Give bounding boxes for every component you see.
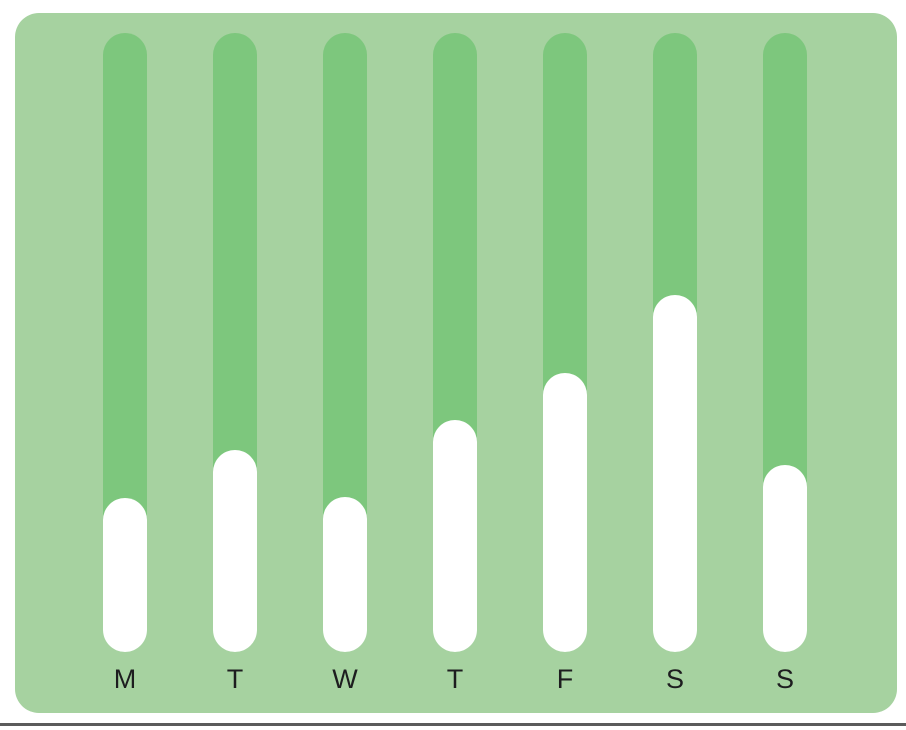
day-track [323,33,367,652]
day-label: T [226,664,244,694]
day-label: W [332,664,358,694]
day-label: T [446,664,464,694]
day-track [433,33,477,652]
day-track [653,33,697,652]
day-track [543,33,587,652]
day-label: F [556,664,574,694]
day-label: S [665,664,684,694]
day-column[interactable]: S [730,33,840,705]
day-track [763,33,807,652]
day-bar-fill [213,450,257,652]
day-column[interactable]: T [400,33,510,705]
day-bar-fill [103,497,147,652]
day-bar-fill [763,465,807,652]
day-track [213,33,257,652]
day-column[interactable]: F [510,33,620,705]
day-bar-fill [323,496,367,652]
day-track [103,33,147,652]
day-label: M [113,664,137,694]
day-column[interactable]: S [620,33,730,705]
day-column[interactable]: T [180,33,290,705]
day-column[interactable]: W [290,33,400,705]
day-bar-fill [653,294,697,652]
day-column[interactable]: M [70,33,180,705]
day-bar-fill [433,419,477,652]
day-label: S [775,664,794,694]
bottom-edge-rule [0,723,906,726]
day-bar-fill [543,372,587,652]
